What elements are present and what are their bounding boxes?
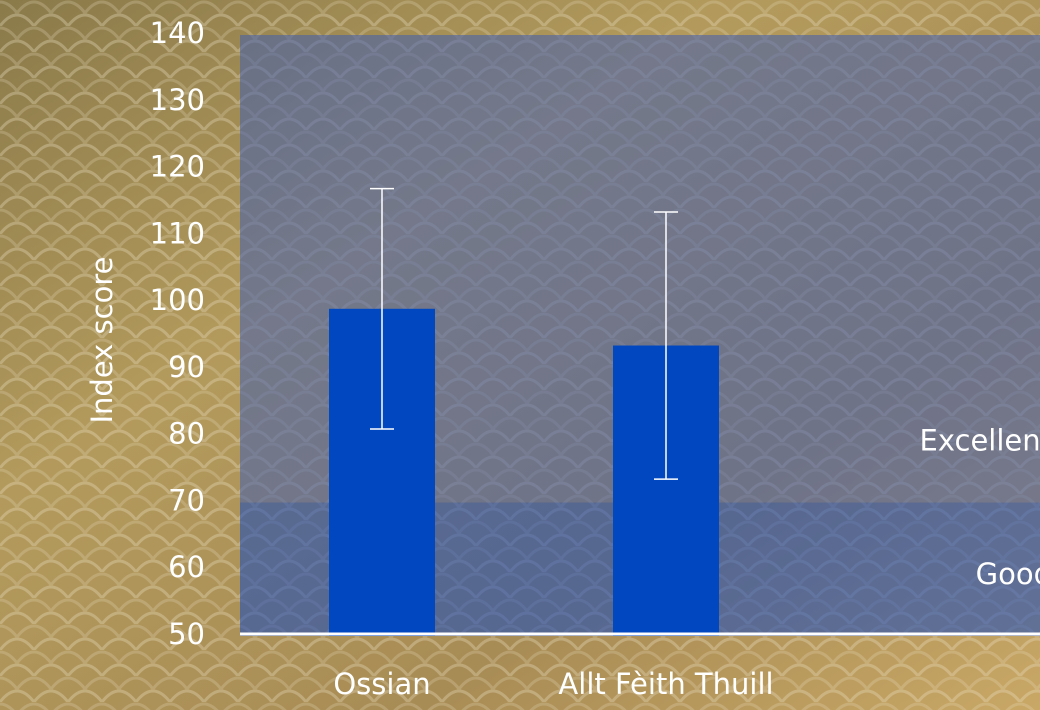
y-tick-label: 60 <box>168 550 205 584</box>
y-tick-label: 80 <box>168 417 205 451</box>
error-bar <box>370 187 394 430</box>
error-bar <box>654 211 678 480</box>
y-tick-label: 100 <box>150 283 205 317</box>
y-tick-label: 90 <box>168 350 205 384</box>
y-tick-label: 50 <box>168 617 205 651</box>
y-tick-label: 120 <box>150 150 205 184</box>
y-axis-title: Index score <box>85 257 119 424</box>
x-tick-label: Allt Fèith Thuill <box>558 667 773 701</box>
band-label: Excellent <box>920 423 1040 457</box>
band-label: Good <box>976 557 1040 591</box>
y-tick-label: 140 <box>150 16 205 50</box>
y-tick-label: 110 <box>150 216 205 250</box>
y-tick-label: 70 <box>168 483 205 517</box>
x-tick-label: Ossian <box>333 667 430 701</box>
y-tick-label: 130 <box>150 83 205 117</box>
